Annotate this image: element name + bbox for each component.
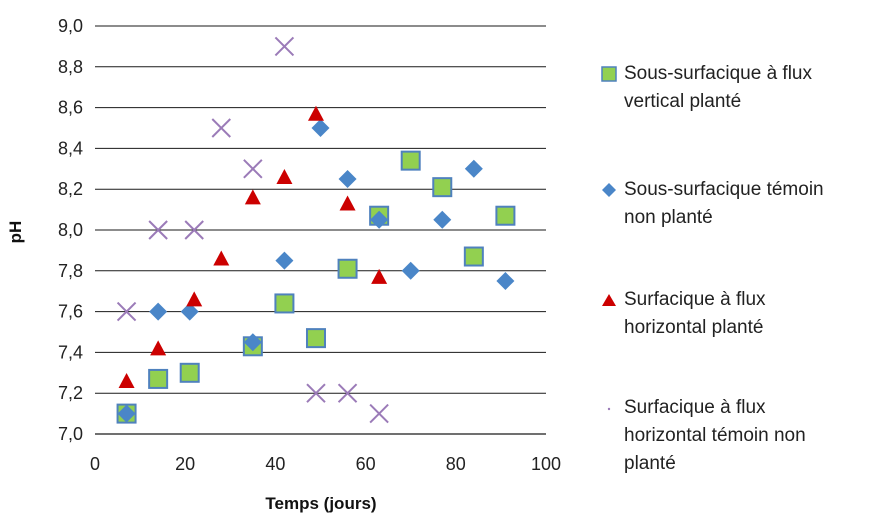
legend-label: Surfacique à flux xyxy=(624,289,766,310)
data-point-diamond xyxy=(401,261,420,280)
data-point-diamond xyxy=(180,302,199,321)
y-tick-label: 8,6 xyxy=(58,98,83,118)
data-point-x xyxy=(274,36,295,57)
data-point-square xyxy=(179,362,200,383)
data-point-triangle xyxy=(371,268,388,284)
legend-label: horizontal planté xyxy=(624,317,764,338)
data-point-x xyxy=(184,220,204,240)
legend-triangle-marker xyxy=(600,286,618,314)
data-point-square xyxy=(148,368,169,389)
legend-item-horizontal-plante: Surfacique à flux horizontal planté xyxy=(600,286,870,342)
data-point-triangle xyxy=(213,250,230,266)
legend-item-vertical-plante: Sous-surfacique à flux vertical planté xyxy=(600,60,870,116)
data-point-diamond xyxy=(433,210,452,229)
data-point-x xyxy=(337,383,358,403)
data-point-triangle xyxy=(307,105,324,121)
data-point-diamond xyxy=(338,170,357,188)
legend-label: vertical planté xyxy=(624,91,742,112)
data-point-triangle xyxy=(339,195,356,211)
data-point-diamond xyxy=(275,251,294,270)
legend-square-marker xyxy=(600,60,618,88)
x-axis-title: Temps (jours) xyxy=(265,494,376,513)
legend-label: planté xyxy=(624,453,676,474)
x-tick-label: 0 xyxy=(90,454,100,474)
legend-diamond-marker xyxy=(600,176,618,204)
data-point-x xyxy=(243,159,263,179)
data-point-diamond xyxy=(243,333,262,352)
legend-label: Surfacique à flux xyxy=(624,397,766,418)
y-tick-label: 9,0 xyxy=(58,16,83,36)
y-tick-label: 7,4 xyxy=(58,342,83,362)
legend-label: horizontal témoin non xyxy=(624,425,806,446)
data-point-diamond xyxy=(464,159,483,178)
y-tick-label: 7,8 xyxy=(58,261,83,281)
data-point-square xyxy=(432,177,453,198)
legend-label: Sous-surfacique témoin xyxy=(624,179,824,200)
y-tick-label: 8,4 xyxy=(58,138,83,158)
data-point-diamond xyxy=(496,272,515,290)
data-point-square xyxy=(305,328,326,349)
data-point-x xyxy=(306,383,326,403)
data-points xyxy=(116,36,516,424)
data-point-triangle xyxy=(118,372,135,388)
data-point-square xyxy=(274,293,295,314)
x-tick-label: 20 xyxy=(175,454,195,474)
y-tick-label: 7,0 xyxy=(58,424,83,444)
data-point-triangle xyxy=(244,189,261,205)
tick-labels: 7,0 7,2 7,4 7,6 7,8 8,0 8,2 8,4 8,6 8,8 9,0 0 20 40 60… xyxy=(58,16,561,474)
data-point-x xyxy=(369,403,389,424)
data-point-x xyxy=(211,118,231,138)
x-tick-label: 100 xyxy=(531,454,561,474)
legend-item-horizontal-temoin: Surfacique à flux horizontal témoin non … xyxy=(600,394,870,478)
legend-label: Sous-surfacique à flux xyxy=(624,63,812,84)
y-tick-label: 7,2 xyxy=(58,383,83,403)
data-point-triangle xyxy=(276,168,293,184)
data-point-diamond xyxy=(311,119,330,137)
data-point-triangle xyxy=(150,340,167,356)
data-point-diamond xyxy=(117,404,136,423)
gridlines xyxy=(95,25,546,394)
data-point-x xyxy=(116,301,137,322)
data-point-square xyxy=(495,205,516,226)
data-point-square xyxy=(400,150,421,171)
data-point-square xyxy=(337,258,358,279)
y-tick-label: 8,2 xyxy=(58,179,83,199)
data-point-square xyxy=(463,246,484,267)
y-tick-label: 8,8 xyxy=(58,57,83,77)
legend-label: non planté xyxy=(624,207,713,228)
legend-item-temoin-sous-surfacique: Sous-surfacique témoin non planté xyxy=(600,176,870,232)
data-point-x xyxy=(148,220,168,240)
legend-dot-marker xyxy=(600,394,618,422)
x-tick-label: 40 xyxy=(265,454,285,474)
x-tick-label: 60 xyxy=(356,454,376,474)
data-point-diamond xyxy=(370,210,389,229)
y-tick-label: 7,6 xyxy=(58,302,83,322)
y-tick-label: 8,0 xyxy=(58,220,83,240)
data-point-diamond xyxy=(149,302,168,321)
data-point-triangle xyxy=(186,291,203,307)
x-tick-label: 80 xyxy=(446,454,466,474)
y-axis-title: pH xyxy=(6,221,25,244)
